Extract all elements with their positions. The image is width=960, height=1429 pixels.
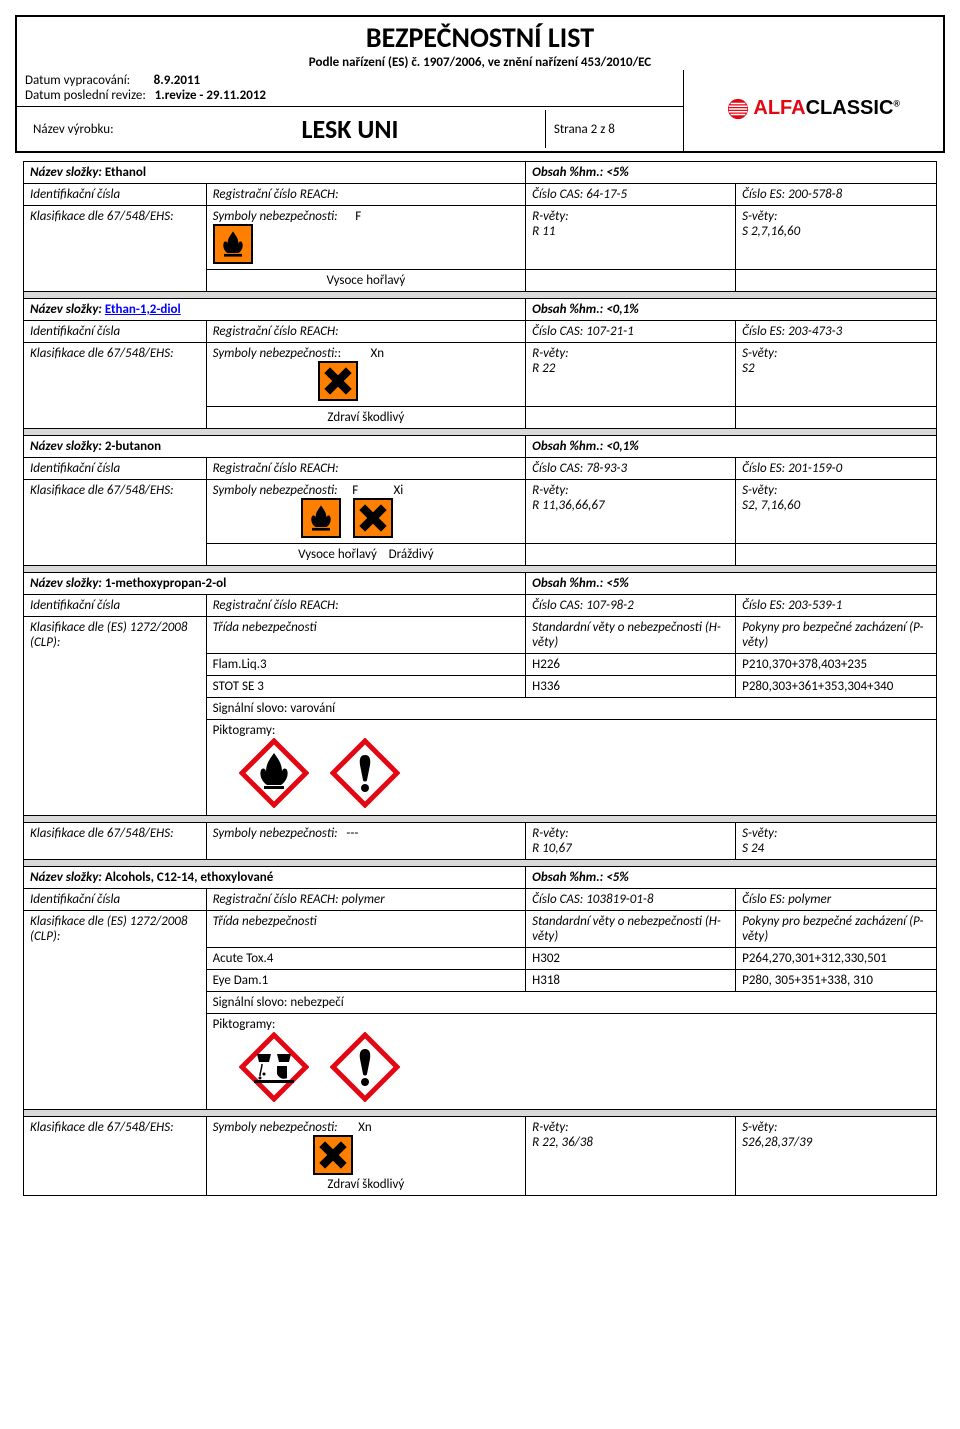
separator <box>24 292 937 299</box>
c4-content: <5% <box>606 576 629 591</box>
c2-cas: 107-21-1 <box>586 324 634 339</box>
flame-pictogram <box>301 498 341 538</box>
c5-h2: H318 <box>526 970 736 992</box>
c1-cas: 64-17-5 <box>586 187 627 202</box>
content-area: Název složky: Ethanol Obsah %hm.: <5% Id… <box>15 153 945 1214</box>
document-frame: BEZPEČNOSTNÍ LISTPodle nařízení (ES) č. … <box>15 15 945 153</box>
header: BEZPEČNOSTNÍ LISTPodle nařízení (ES) č. … <box>16 16 944 152</box>
c2-symbol: Xn <box>370 346 384 361</box>
c4-cas: 107-98-2 <box>586 598 634 613</box>
harmful-pictogram <box>318 361 358 401</box>
product-name: LESK UNI <box>155 110 545 148</box>
c4-r: R 10,67 <box>532 841 572 856</box>
c3-s: S2, 7,16,60 <box>742 498 800 513</box>
c1-s: S 2,7,16,60 <box>742 224 800 239</box>
c3-cas: 78-93-3 <box>586 461 627 476</box>
flame-pictogram <box>213 224 253 264</box>
c3-r: R 11,36,66,67 <box>532 498 604 513</box>
c4-es: 203-539-1 <box>788 598 842 613</box>
irritant-pictogram <box>353 498 393 538</box>
c4-name: 1-methoxypropan-2-ol <box>105 576 226 591</box>
c2-es: 203-473-3 <box>788 324 842 339</box>
c1-name: Ethanol <box>105 165 146 180</box>
c3-content: <0,1% <box>606 439 638 454</box>
c4-class1: Flam.Liq.3 <box>206 654 526 676</box>
c5-name: Alcohols, C12-14, ethoxylované <box>105 870 273 885</box>
c1-r: R 11 <box>532 224 555 239</box>
c1-symbol: F <box>355 209 361 224</box>
c5-s: S26,28,37/39 <box>742 1135 812 1150</box>
date-created: 8.9.2011 <box>154 73 200 88</box>
c3-es: 201-159-0 <box>788 461 842 476</box>
harmful-pictogram <box>313 1135 353 1175</box>
c1-content: <5% <box>606 165 629 180</box>
product-label: Název výrobku: <box>25 110 155 148</box>
c4-s: S 24 <box>742 841 764 856</box>
doc-title: BEZPEČNOSTNÍ LIST <box>25 20 935 55</box>
c5-class1: Acute Tox.4 <box>206 948 526 970</box>
c5-p1: P264,270,301+312,330,501 <box>736 948 937 970</box>
c5-cas: 103819-01-8 <box>586 892 653 907</box>
c2-content: <0,1% <box>606 302 638 317</box>
page-number: Strana 2 z 8 <box>545 110 675 148</box>
c4-p2: P280,303+361+353,304+340 <box>736 676 937 698</box>
c4-h1: H226 <box>526 654 736 676</box>
date-revised: 1.revize - 29.11.2012 <box>155 88 266 103</box>
c4-signal: varování <box>290 701 335 716</box>
ghs-exclamation-icon <box>330 1032 400 1106</box>
logo: ALFACLASSIC® <box>727 97 900 120</box>
doc-subtitle: Podle nařízení (ES) č. 1907/2006, ve zně… <box>25 55 935 70</box>
c2-name[interactable]: Ethan-1,2-diol <box>105 302 181 317</box>
c5-signal: nebezpečí <box>290 995 343 1010</box>
c5-r: R 22, 36/38 <box>532 1135 593 1150</box>
ghs-flame-icon <box>239 738 309 812</box>
c4-symbol: --- <box>346 826 358 841</box>
c3-symbol2: Xi <box>394 483 404 498</box>
date-revised-label: Datum poslední revize: <box>25 88 146 103</box>
c3-symbol1: F <box>352 483 358 498</box>
c3-name: 2-butanon <box>105 439 161 454</box>
c5-symbol: Xn <box>358 1120 372 1135</box>
ghs-exclamation-icon <box>330 738 400 812</box>
c4-h2: H336 <box>526 676 736 698</box>
component-ethanol: Název složky: Ethanol Obsah %hm.: <5% Id… <box>23 161 937 1196</box>
row-label: Identifikační čísla <box>24 184 207 206</box>
c5-content: <5% <box>606 870 629 885</box>
c5-class2: Eye Dam.1 <box>206 970 526 992</box>
c4-class2: STOT SE 3 <box>206 676 526 698</box>
c5-reach: polymer <box>342 892 385 907</box>
harmful-label: Zdraví škodlivý <box>206 407 526 429</box>
c5-es: polymer <box>788 892 831 907</box>
c2-r: R 22 <box>532 361 555 376</box>
ghs-corrosion-icon <box>239 1032 309 1106</box>
c2-s: S2 <box>742 361 754 376</box>
c1-es: 200-578-8 <box>788 187 842 202</box>
c5-p2: P280, 305+351+338, 310 <box>736 970 937 992</box>
date-created-label: Datum vypracování: <box>25 73 130 88</box>
logo-sun-icon <box>727 98 749 120</box>
c5-h1: H302 <box>526 948 736 970</box>
highly-flammable-label: Vysoce hořlavý <box>206 270 526 292</box>
c4-p1: P210,370+378,403+235 <box>736 654 937 676</box>
